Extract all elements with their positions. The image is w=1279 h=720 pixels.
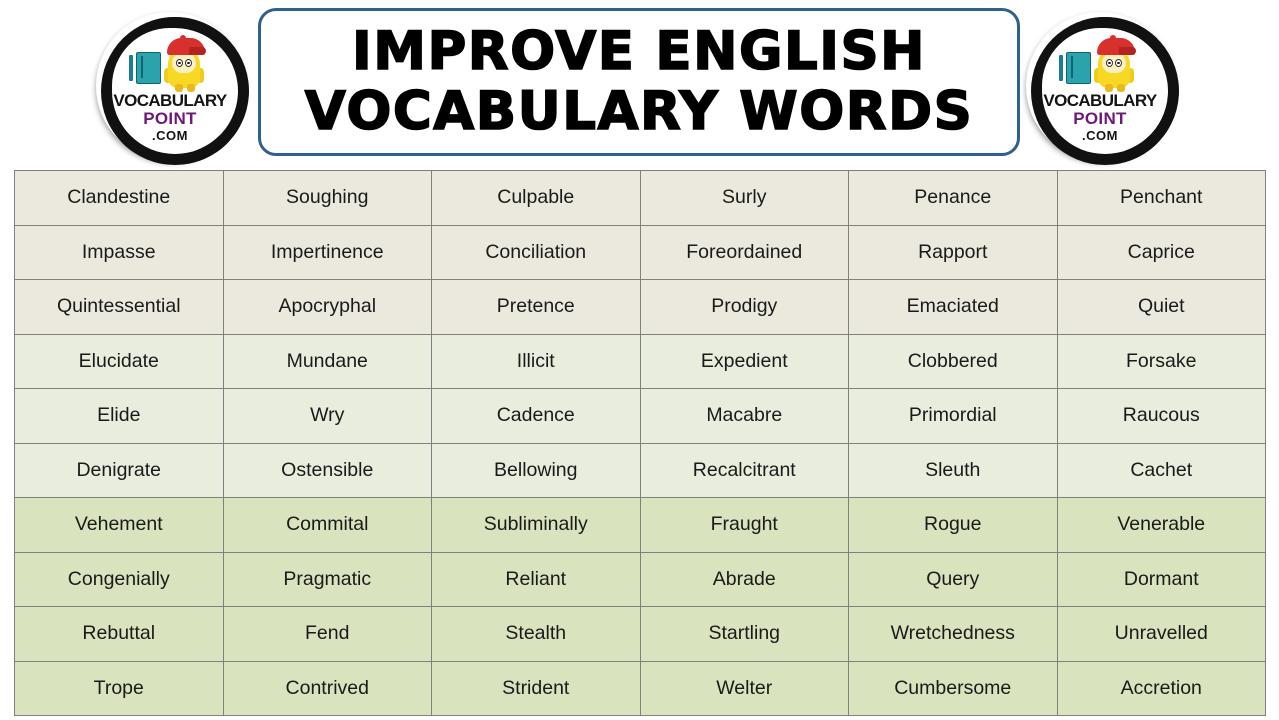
vocabulary-word-cell: Elide [14,388,224,444]
vocabulary-word-cell: Cumbersome [848,660,1058,716]
vocabulary-word-cell: Bellowing [431,442,641,498]
vocabulary-word-cell: Primordial [848,388,1058,444]
vocabulary-word-cell: Pretence [431,279,641,335]
vocabulary-word-cell: Fraught [639,497,849,553]
vocabulary-word-cell: Clobbered [848,333,1058,389]
mascot-icon [1094,35,1138,94]
vocabulary-word-cell: Contrived [222,660,432,716]
table-row: Denigrate Ostensible Bellowing Recalcitrant… [14,442,1266,498]
page-title-line-1: IMPROVE ENGLISH [351,21,926,83]
vocabulary-word-cell: Congenially [14,551,224,607]
vocabulary-word-cell: Raucous [1056,388,1266,444]
logo-ring-stroke [1031,17,1179,165]
vocabulary-word-cell: Ostensible [222,442,432,498]
vocabulary-word-cell: Rogue [848,497,1058,553]
vocabulary-word-cell: Wretchedness [848,606,1058,662]
vocabulary-word-cell: Quintessential [14,279,224,335]
vocabulary-word-cell: Penance [848,170,1058,226]
logo-inner-disc: VOCABULARY POINT .COM [112,28,228,144]
book-icon [1059,52,1091,84]
table-row: Elucidate Mundane Illicit Expedient Clobbere… [14,333,1266,389]
vocabulary-word-cell: Rapport [848,224,1058,280]
vocabulary-word-cell: Abrade [639,551,849,607]
logo-word-dotcom: .COM [1082,128,1118,143]
vocabulary-word-cell: Elucidate [14,333,224,389]
table-row: Elide Wry Cadence Macabre Primordial Raucous [14,388,1266,444]
vocabulary-word-cell: Foreordained [639,224,849,280]
vocabulary-word-cell: Query [848,551,1058,607]
vocabulary-word-cell: Expedient [639,333,849,389]
vocabulary-word-cell: Welter [639,660,849,716]
page-title-line-2: VOCABULARY WORDS [304,81,974,143]
mascot-icon [164,35,208,94]
vocabulary-word-cell: Venerable [1056,497,1266,553]
vocabulary-word-cell: Stealth [431,606,641,662]
vocabulary-table-body: Clandestine Soughing Culpable Surly Penance P… [14,170,1266,716]
vocabulary-word-cell: Reliant [431,551,641,607]
vocabulary-word-cell: Forsake [1056,333,1266,389]
table-row: Impasse Impertinence Conciliation Foreordai… [14,224,1266,280]
logo-ring-stroke [101,17,249,165]
vocabulary-word-cell: Vehement [14,497,224,553]
vocabulary-word-cell: Startling [639,606,849,662]
vocabulary-word-cell: Apocryphal [222,279,432,335]
vocabulary-word-cell: Cadence [431,388,641,444]
vocabulary-word-cell: Culpable [431,170,641,226]
vocabulary-word-cell: Cachet [1056,442,1266,498]
vocabulary-word-cell: Quiet [1056,279,1266,335]
vocabulary-word-cell: Commital [222,497,432,553]
vocabulary-word-cell: Sleuth [848,442,1058,498]
vocabulary-word-cell: Trope [14,660,224,716]
vocabulary-word-cell: Surly [639,170,849,226]
vocabulary-word-cell: Illicit [431,333,641,389]
vocabulary-word-cell: Caprice [1056,224,1266,280]
logo-word-point: POINT [143,109,197,128]
table-row: Trope Contrived Strident Welter Cumbersome Ac… [14,660,1266,716]
vocabulary-word-cell: Denigrate [14,442,224,498]
vocabulary-word-cell: Subliminally [431,497,641,553]
vocabulary-word-cell: Pragmatic [222,551,432,607]
logo-word-point: POINT [1073,109,1127,128]
vocabulary-word-cell: Fend [222,606,432,662]
vocabulary-word-cell: Emaciated [848,279,1058,335]
vocabulary-word-cell: Mundane [222,333,432,389]
vocabulary-word-cell: Prodigy [639,279,849,335]
table-row: Vehement Commital Subliminally Fraught Rogue… [14,497,1266,553]
vocabulary-word-cell: Rebuttal [14,606,224,662]
page-title: IMPROVE ENGLISH VOCABULARY WORDS [258,8,1020,156]
vocabulary-word-table: Clandestine Soughing Culpable Surly Penance P… [14,170,1266,716]
vocabulary-word-cell: Wry [222,388,432,444]
logo-word-vocabulary: VOCABULARY [1043,91,1157,110]
logo-word-dotcom: .COM [152,128,188,143]
table-row: Rebuttal Fend Stealth Startling Wretchedness… [14,606,1266,662]
book-icon [129,52,161,84]
vocabulary-word-cell: Soughing [222,170,432,226]
vocabulary-word-cell: Penchant [1056,170,1266,226]
logo-left: VOCABULARY POINT .COM [76,0,274,190]
vocabulary-word-cell: Dormant [1056,551,1266,607]
vocabulary-word-cell: Impertinence [222,224,432,280]
header-banner: VOCABULARY POINT .COM IMPROVE ENGLISH VO… [0,0,1279,190]
vocabulary-word-cell: Impasse [14,224,224,280]
table-row: Congenially Pragmatic Reliant Abrade Query Do… [14,551,1266,607]
vocabulary-word-cell: Recalcitrant [639,442,849,498]
table-row: Clandestine Soughing Culpable Surly Penance P… [14,170,1266,226]
vocabulary-word-cell: Strident [431,660,641,716]
vocabulary-word-cell: Unravelled [1056,606,1266,662]
vocabulary-word-cell: Macabre [639,388,849,444]
vocabulary-word-cell: Conciliation [431,224,641,280]
logo-right: VOCABULARY POINT .COM [1006,0,1204,190]
vocabulary-word-cell: Clandestine [14,170,224,226]
table-row: Quintessential Apocryphal Pretence Prodigy E… [14,279,1266,335]
logo-inner-disc: VOCABULARY POINT .COM [1042,28,1158,144]
logo-word-vocabulary: VOCABULARY [113,91,227,110]
vocabulary-word-cell: Accretion [1056,660,1266,716]
